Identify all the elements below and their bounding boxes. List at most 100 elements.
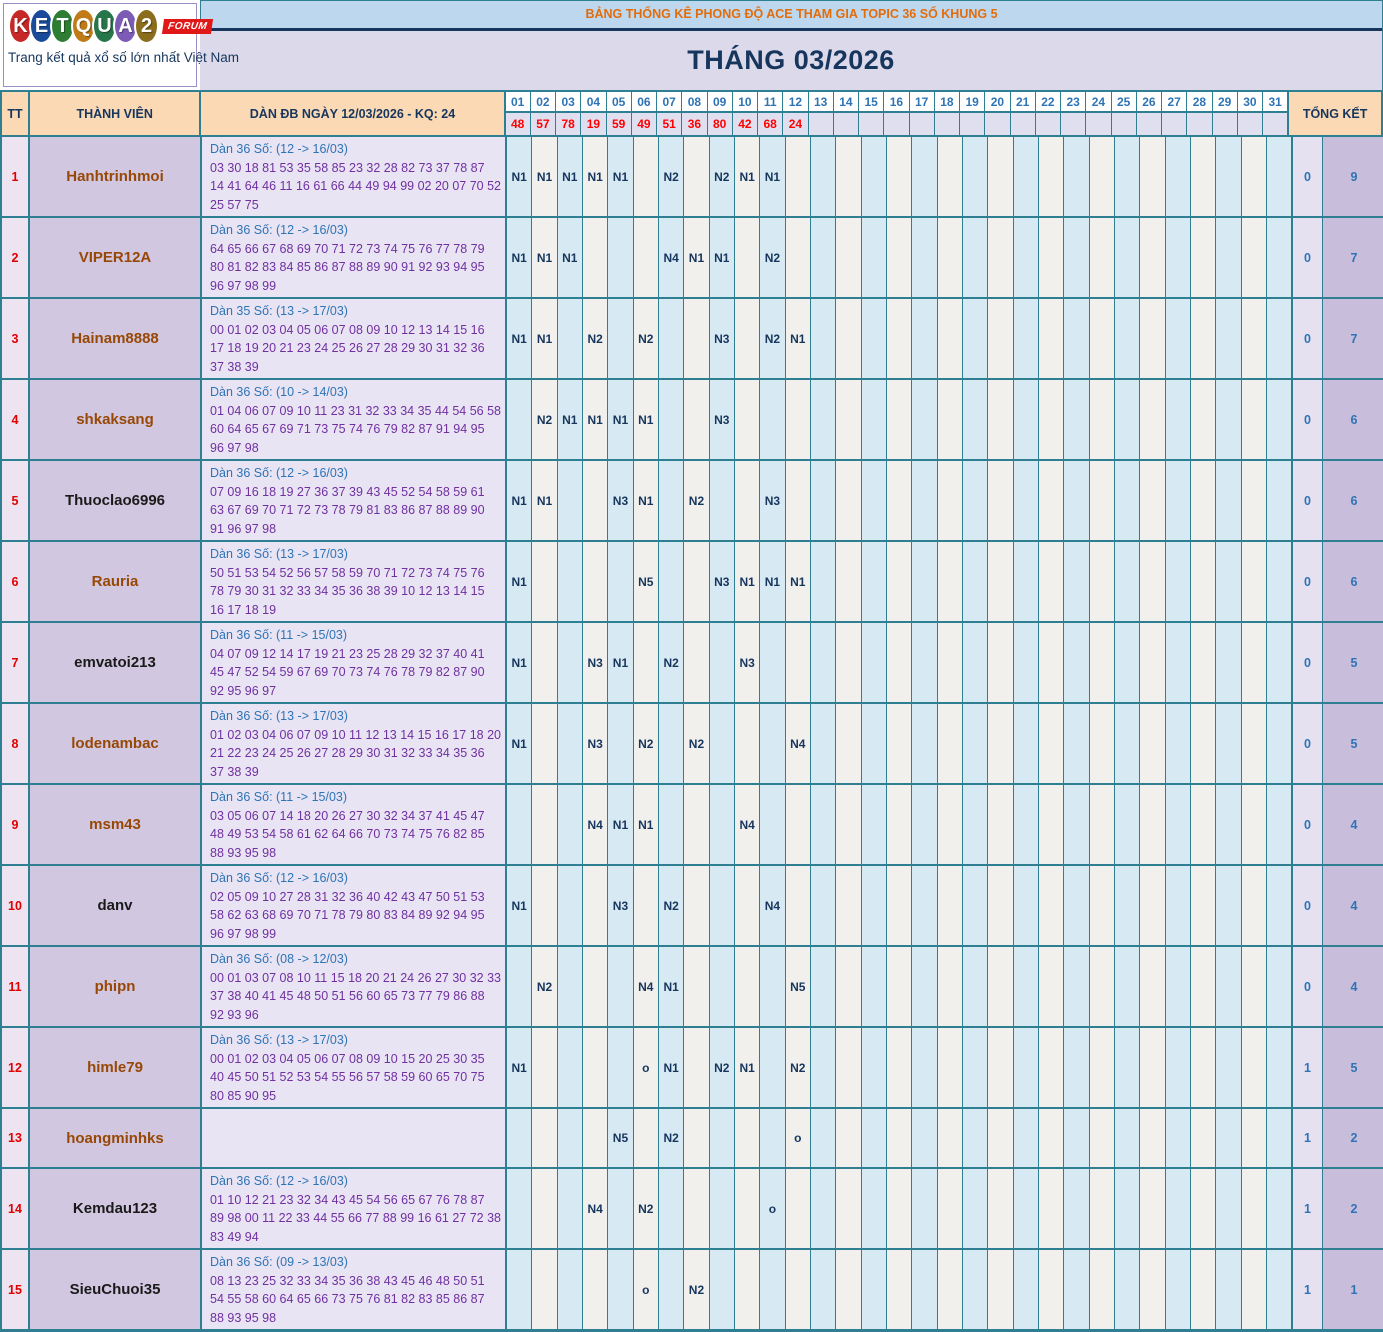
day-cell-10 xyxy=(734,704,761,783)
day-cell-05 xyxy=(608,704,634,783)
dan-numbers: 50 51 53 54 52 56 57 58 59 70 71 72 73 7… xyxy=(210,565,485,617)
day-header-27: 27 xyxy=(1162,92,1188,112)
day-cell-01 xyxy=(507,1169,533,1248)
tt-cell: 2 xyxy=(2,218,30,297)
day-cell-28 xyxy=(1190,947,1217,1026)
day-cell-24 xyxy=(1089,1250,1115,1329)
tt-cell: 11 xyxy=(2,947,30,1026)
dan-title: Dàn 36 Số: (08 -> 12/03) xyxy=(210,952,348,966)
day-result-03: 78 xyxy=(556,113,582,135)
row-day-cells: N1 N1 N2 N2 N3 N2 N1 xyxy=(507,299,1293,378)
day-cell-06: N4 xyxy=(633,947,659,1026)
day-cell-09 xyxy=(709,785,735,864)
day-cell-17 xyxy=(912,704,938,783)
day-cell-03 xyxy=(557,704,583,783)
day-cell-07: N1 xyxy=(658,1028,685,1107)
day-cell-28 xyxy=(1190,1028,1217,1107)
day-cell-30 xyxy=(1241,542,1267,621)
day-cell-16 xyxy=(886,1169,913,1248)
day-header-29: 29 xyxy=(1213,92,1238,112)
day-cell-16 xyxy=(886,1250,913,1329)
member-name: msm43 xyxy=(30,785,202,864)
day-cell-25 xyxy=(1114,1169,1141,1248)
day-cell-05: N1 xyxy=(608,380,634,459)
row-day-cells: N1 N5 N3 N1 N1 N1 xyxy=(507,542,1293,621)
day-cell-07 xyxy=(658,380,685,459)
day-cell-31 xyxy=(1266,542,1293,621)
day-cell-16 xyxy=(886,866,913,945)
day-cell-28 xyxy=(1190,1169,1217,1248)
day-cell-28 xyxy=(1190,380,1217,459)
column-header-member: THÀNH VIÊN xyxy=(29,92,202,135)
day-cell-08 xyxy=(684,1028,710,1107)
tt-cell: 9 xyxy=(2,785,30,864)
day-cell-02 xyxy=(532,1169,558,1248)
day-cell-08 xyxy=(684,137,710,216)
dan-numbers: 07 09 16 18 19 27 36 37 39 43 45 52 54 5… xyxy=(210,484,485,536)
day-cell-03 xyxy=(557,866,583,945)
day-cell-06: N5 xyxy=(633,542,659,621)
member-rows: 1 Hanhtrinhmoi Dàn 36 Số: (12 -> 16/03) 03 … xyxy=(0,135,1383,1332)
day-cell-11: N4 xyxy=(760,866,786,945)
day-cell-08 xyxy=(684,542,710,621)
day-cell-24 xyxy=(1089,1028,1115,1107)
day-cell-14 xyxy=(836,866,862,945)
day-cell-05: N1 xyxy=(608,623,634,702)
day-cell-12 xyxy=(785,380,811,459)
day-cell-17 xyxy=(912,947,938,1026)
day-cell-26 xyxy=(1140,137,1166,216)
day-cell-09 xyxy=(709,1250,735,1329)
day-cell-11: N1 xyxy=(760,137,786,216)
day-cell-25 xyxy=(1114,1109,1141,1167)
day-cell-15 xyxy=(861,380,887,459)
day-cell-02: N1 xyxy=(532,461,558,540)
tt-cell: 8 xyxy=(2,704,30,783)
column-header-tt: TT xyxy=(2,92,30,135)
day-columns-header: 01 02 03 04 05 06 07 08 09 10 11 12 13 14 15 16 17 18 19 20… xyxy=(505,92,1289,135)
tt-cell: 15 xyxy=(2,1250,30,1329)
total-miss-cell: 0 xyxy=(1292,218,1322,297)
total-hit-cell: 2 xyxy=(1322,1169,1383,1248)
day-cell-03 xyxy=(557,785,583,864)
tt-cell: 10 xyxy=(2,866,30,945)
day-cell-13 xyxy=(810,704,837,783)
day-cell-12 xyxy=(785,1250,811,1329)
day-result-14 xyxy=(834,113,860,135)
member-row: 1 Hanhtrinhmoi Dàn 36 Số: (12 -> 16/03) 03 … xyxy=(2,135,1383,216)
day-cell-26 xyxy=(1140,947,1166,1026)
day-header-17: 17 xyxy=(910,92,935,112)
day-cell-19 xyxy=(962,1250,989,1329)
day-cell-27 xyxy=(1165,1028,1191,1107)
day-header-31: 31 xyxy=(1263,92,1289,112)
member-name: hoangminhks xyxy=(30,1109,202,1167)
day-cell-27 xyxy=(1165,623,1191,702)
day-cell-17 xyxy=(912,137,938,216)
day-cell-20 xyxy=(988,947,1014,1026)
day-cell-28 xyxy=(1190,137,1217,216)
day-cell-17 xyxy=(912,299,938,378)
day-cell-05: N5 xyxy=(608,1109,634,1167)
day-cell-17 xyxy=(912,1250,938,1329)
day-cell-01: N1 xyxy=(507,299,533,378)
day-cell-15 xyxy=(861,1028,887,1107)
day-cell-25 xyxy=(1114,1250,1141,1329)
total-hit-cell: 1 xyxy=(1322,1250,1383,1329)
day-numbers-row: 01 02 03 04 05 06 07 08 09 10 11 12 13 14 15 16 17 18 19 20… xyxy=(505,92,1289,114)
day-cell-01: N1 xyxy=(507,623,533,702)
day-cell-31 xyxy=(1266,1169,1293,1248)
day-cell-30 xyxy=(1241,380,1267,459)
member-name: Thuoclao6996 xyxy=(30,461,202,540)
day-cell-14 xyxy=(836,623,862,702)
day-cell-09: N3 xyxy=(709,542,735,621)
day-cell-26 xyxy=(1140,704,1166,783)
day-cell-18 xyxy=(937,947,963,1026)
day-cell-12: N1 xyxy=(785,542,811,621)
day-cell-04 xyxy=(582,866,609,945)
day-cell-28 xyxy=(1190,218,1217,297)
day-cell-19 xyxy=(962,623,989,702)
member-row: 11 phipn Dàn 36 Số: (08 -> 12/03) 00 01 03 … xyxy=(2,945,1383,1026)
day-header-19: 19 xyxy=(960,92,986,112)
row-day-cells: N1 N3 N2 N4 xyxy=(507,866,1293,945)
day-cell-22 xyxy=(1038,1109,1065,1167)
day-cell-05 xyxy=(608,542,634,621)
